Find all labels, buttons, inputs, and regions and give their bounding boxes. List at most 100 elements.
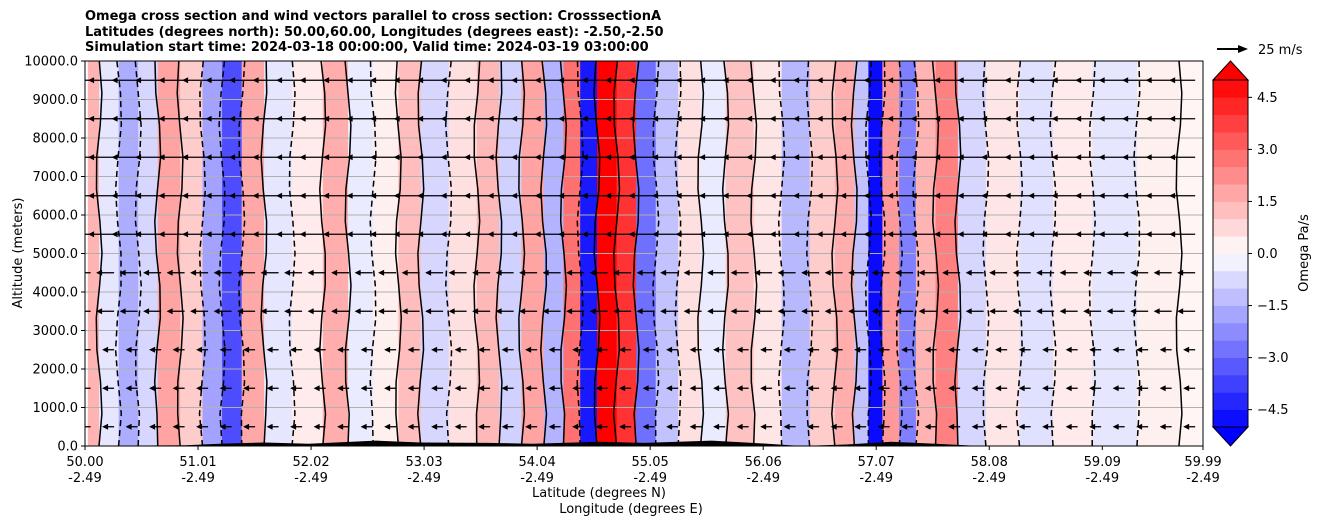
colorbar-level <box>1213 392 1248 411</box>
wind-vector <box>276 192 303 199</box>
x-tick-label-lat: 54.04 <box>519 455 556 470</box>
colorbar-level <box>1213 253 1248 272</box>
wind-vector-head <box>1018 385 1025 392</box>
wind-vector <box>581 154 608 161</box>
wind-vector <box>323 192 350 199</box>
wind-vector-head <box>801 308 808 315</box>
wind-vector-head <box>393 231 400 238</box>
wind-vector-head <box>182 154 189 161</box>
wind-vector-head <box>65 193 71 199</box>
wind-vector-head <box>290 423 297 430</box>
contour-line <box>1049 61 1057 446</box>
wind-vector-head <box>783 385 790 392</box>
wind-vector <box>722 154 749 161</box>
wind-vector-head <box>111 231 118 238</box>
wind-vector-head <box>660 269 667 276</box>
wind-vector <box>243 346 256 353</box>
wind-vector-head <box>754 269 761 276</box>
wind-vector-head <box>1183 346 1190 353</box>
wind-vector-head <box>1145 77 1152 84</box>
wind-vector <box>534 192 561 199</box>
wind-vector <box>675 231 702 238</box>
wind-vector <box>487 154 514 161</box>
wind-vector <box>407 385 420 392</box>
wind-vector-head <box>683 308 690 315</box>
wind-vector-head <box>487 154 494 161</box>
wind-vector <box>243 423 256 430</box>
wind-vector <box>525 423 538 430</box>
wind-vector <box>605 192 632 199</box>
contour-lines <box>95 61 1183 446</box>
wind-vector-head <box>393 192 400 199</box>
wind-vector-head <box>1051 115 1058 122</box>
terrain <box>85 440 1203 446</box>
wind-vector <box>525 385 538 392</box>
wind-vector-head <box>243 346 250 353</box>
y-tick-label: 5000.0 <box>33 247 79 262</box>
wind-vector <box>1004 154 1031 161</box>
wind-vector <box>754 269 773 276</box>
wind-vector <box>793 77 820 84</box>
wind-vector <box>871 308 890 315</box>
wind-vector <box>713 346 726 353</box>
wind-vector <box>1130 308 1149 315</box>
wind-vector-head <box>149 385 156 392</box>
wind-vector-head <box>237 269 244 276</box>
wind-vector-head <box>219 346 226 353</box>
wind-vector <box>948 423 961 430</box>
wind-vector-head <box>581 192 588 199</box>
wind-vector <box>769 192 796 199</box>
wind-vector-head <box>613 308 620 315</box>
wind-vector <box>205 192 232 199</box>
wind-vector-head <box>425 308 432 315</box>
wind-vector <box>730 308 749 315</box>
wind-vector <box>464 192 491 199</box>
wind-vector <box>736 346 749 353</box>
wind-vector <box>1065 385 1078 392</box>
wind-vector <box>989 308 1008 315</box>
wind-vector <box>769 77 796 84</box>
wind-vector-head <box>1153 269 1160 276</box>
contour-line <box>864 61 873 446</box>
wind-vector <box>558 77 585 84</box>
wind-vector-head <box>88 77 95 84</box>
wind-vector-head <box>158 192 165 199</box>
wind-vector-head <box>384 385 391 392</box>
colorbar-level <box>1213 288 1248 306</box>
wind-vector-head <box>393 77 400 84</box>
wind-vector <box>572 346 585 353</box>
wind-vector <box>801 308 820 315</box>
wind-vector <box>346 192 373 199</box>
wind-vector-head <box>736 385 743 392</box>
wind-vector <box>511 192 538 199</box>
wind-vector <box>1098 77 1125 84</box>
wind-vector <box>111 231 138 238</box>
wind-vector <box>407 346 420 353</box>
colorbar-tick-label: −1.5 <box>1257 299 1289 314</box>
wind-vector-head <box>572 385 579 392</box>
wind-vector <box>158 192 185 199</box>
wind-vector-head <box>252 154 259 161</box>
wind-vector-head <box>1004 77 1011 84</box>
contour-line <box>417 61 425 446</box>
wind-vector-head <box>111 115 118 122</box>
wind-vector-head <box>605 154 612 161</box>
contour-line <box>721 61 730 446</box>
wind-vector-head <box>1075 192 1082 199</box>
wind-vector-head <box>595 423 602 430</box>
wind-vector-head <box>683 269 690 276</box>
contour-line <box>444 61 453 446</box>
wind-vector-head <box>417 192 424 199</box>
wind-vector-head <box>313 423 320 430</box>
wind-vector <box>652 192 679 199</box>
wind-vector <box>393 154 420 161</box>
wind-vector-head <box>205 154 212 161</box>
contour-line <box>319 61 327 446</box>
wind-vector-head <box>965 308 972 315</box>
wind-vector <box>102 423 115 430</box>
wind-vector-head <box>213 269 220 276</box>
wind-vector <box>948 346 961 353</box>
wind-vector <box>205 154 232 161</box>
wind-vector-head <box>910 192 917 199</box>
wind-vector-head <box>840 115 847 122</box>
